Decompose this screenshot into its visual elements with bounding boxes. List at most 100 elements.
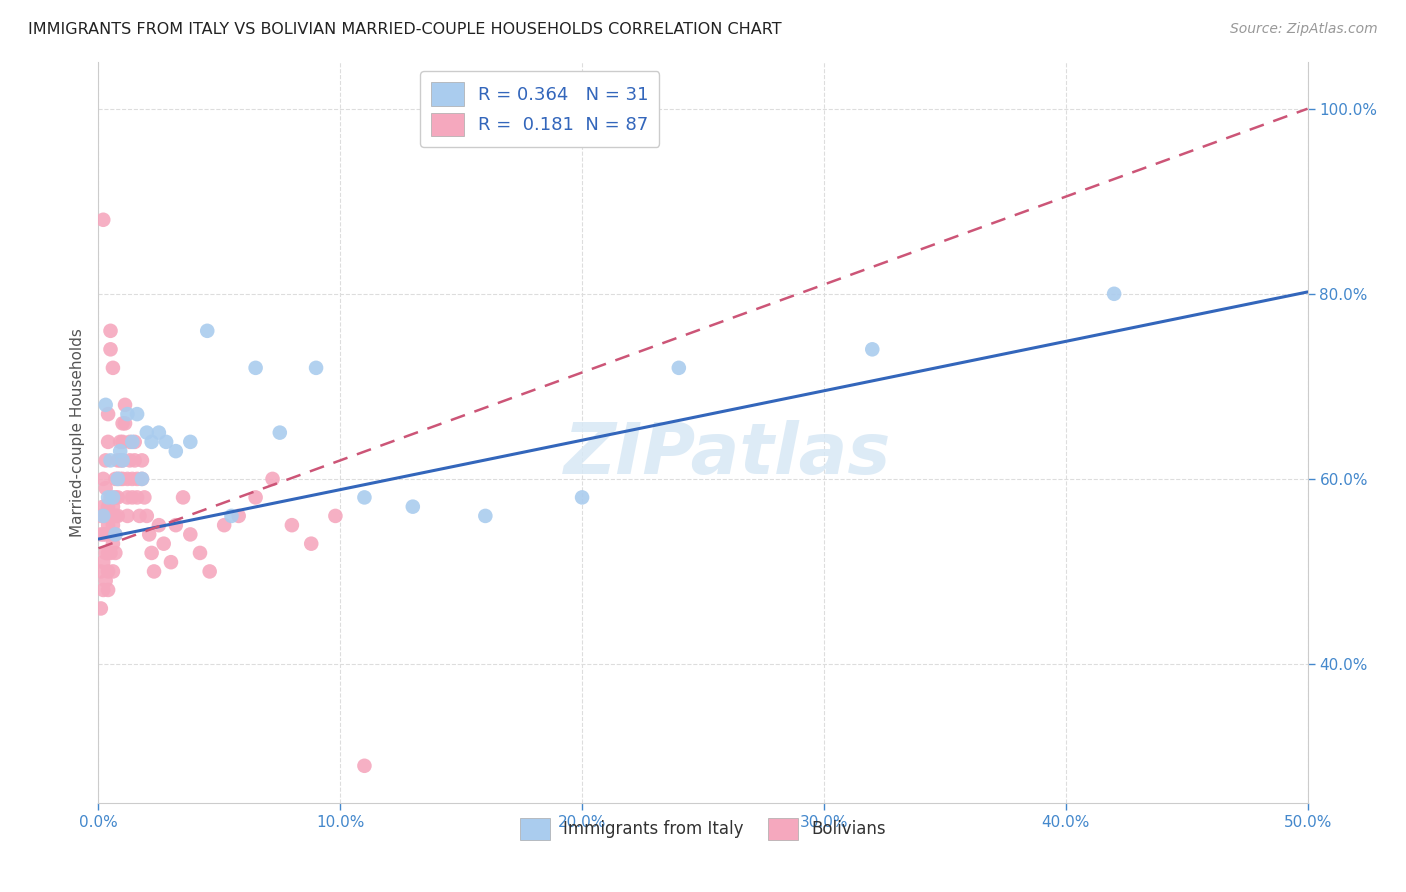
Point xyxy=(97,500,120,514)
Point xyxy=(172,491,194,505)
Point xyxy=(148,425,170,440)
Point xyxy=(91,582,114,597)
Point xyxy=(281,518,304,533)
Point xyxy=(474,508,496,523)
Point xyxy=(108,472,131,486)
Point xyxy=(245,360,267,375)
Point xyxy=(100,324,122,338)
Point xyxy=(94,546,117,560)
Point xyxy=(131,453,153,467)
Text: IMMIGRANTS FROM ITALY VS BOLIVIAN MARRIED-COUPLE HOUSEHOLDS CORRELATION CHART: IMMIGRANTS FROM ITALY VS BOLIVIAN MARRIE… xyxy=(28,22,782,37)
Point xyxy=(127,407,149,421)
Point xyxy=(668,360,690,375)
Y-axis label: Married-couple Households: Married-couple Households xyxy=(69,328,84,537)
Point xyxy=(97,491,120,505)
Point xyxy=(114,417,136,431)
Point xyxy=(104,527,127,541)
Point xyxy=(188,546,211,560)
Point xyxy=(165,518,187,533)
Point xyxy=(179,527,201,541)
Point xyxy=(90,565,112,579)
Point xyxy=(100,491,122,505)
Point xyxy=(143,565,166,579)
Point xyxy=(128,508,150,523)
Point xyxy=(100,508,122,523)
Point xyxy=(121,491,143,505)
Point xyxy=(228,508,250,523)
Legend: Immigrants from Italy, Bolivians: Immigrants from Italy, Bolivians xyxy=(513,812,893,847)
Point xyxy=(124,453,146,467)
Point xyxy=(104,508,127,523)
Point xyxy=(179,434,201,449)
Point xyxy=(97,518,120,533)
Point xyxy=(104,491,127,505)
Point xyxy=(94,481,117,495)
Point xyxy=(148,518,170,533)
Point xyxy=(101,518,124,533)
Point xyxy=(107,472,129,486)
Point xyxy=(108,444,131,458)
Point xyxy=(135,425,157,440)
Point xyxy=(111,453,134,467)
Point xyxy=(134,491,156,505)
Point xyxy=(212,518,235,533)
Point xyxy=(402,500,425,514)
Point xyxy=(94,398,117,412)
Point xyxy=(353,758,375,772)
Point xyxy=(100,546,122,560)
Point xyxy=(325,508,347,523)
Point xyxy=(127,491,149,505)
Point xyxy=(152,536,174,550)
Point xyxy=(91,555,114,569)
Point xyxy=(101,360,124,375)
Point xyxy=(111,417,134,431)
Point xyxy=(97,565,120,579)
Point xyxy=(141,434,163,449)
Point xyxy=(131,472,153,486)
Point xyxy=(100,453,122,467)
Point xyxy=(269,425,291,440)
Point xyxy=(141,546,163,560)
Point xyxy=(305,360,328,375)
Point xyxy=(117,491,139,505)
Point xyxy=(90,508,112,523)
Point xyxy=(571,491,593,505)
Point xyxy=(221,508,243,523)
Point xyxy=(118,434,141,449)
Point xyxy=(94,527,117,541)
Point xyxy=(127,472,149,486)
Point xyxy=(111,453,134,467)
Point xyxy=(195,324,218,338)
Point xyxy=(104,527,127,541)
Point xyxy=(107,453,129,467)
Point xyxy=(100,343,122,357)
Point xyxy=(114,398,136,412)
Point xyxy=(138,527,160,541)
Point xyxy=(90,601,112,615)
Point xyxy=(91,500,114,514)
Point xyxy=(91,508,114,523)
Point xyxy=(108,434,131,449)
Point xyxy=(101,565,124,579)
Point xyxy=(124,434,146,449)
Point xyxy=(94,508,117,523)
Point xyxy=(135,508,157,523)
Point xyxy=(97,407,120,421)
Point xyxy=(104,546,127,560)
Point xyxy=(91,527,114,541)
Point xyxy=(121,472,143,486)
Point xyxy=(94,574,117,588)
Point xyxy=(91,472,114,486)
Text: ZIPatlas: ZIPatlas xyxy=(564,420,891,490)
Point xyxy=(91,212,114,227)
Point xyxy=(299,536,322,550)
Point xyxy=(160,555,183,569)
Point xyxy=(121,434,143,449)
Point xyxy=(117,472,139,486)
Point xyxy=(100,527,122,541)
Point xyxy=(94,453,117,467)
Point xyxy=(118,453,141,467)
Point xyxy=(111,472,134,486)
Point xyxy=(90,527,112,541)
Text: Source: ZipAtlas.com: Source: ZipAtlas.com xyxy=(1230,22,1378,37)
